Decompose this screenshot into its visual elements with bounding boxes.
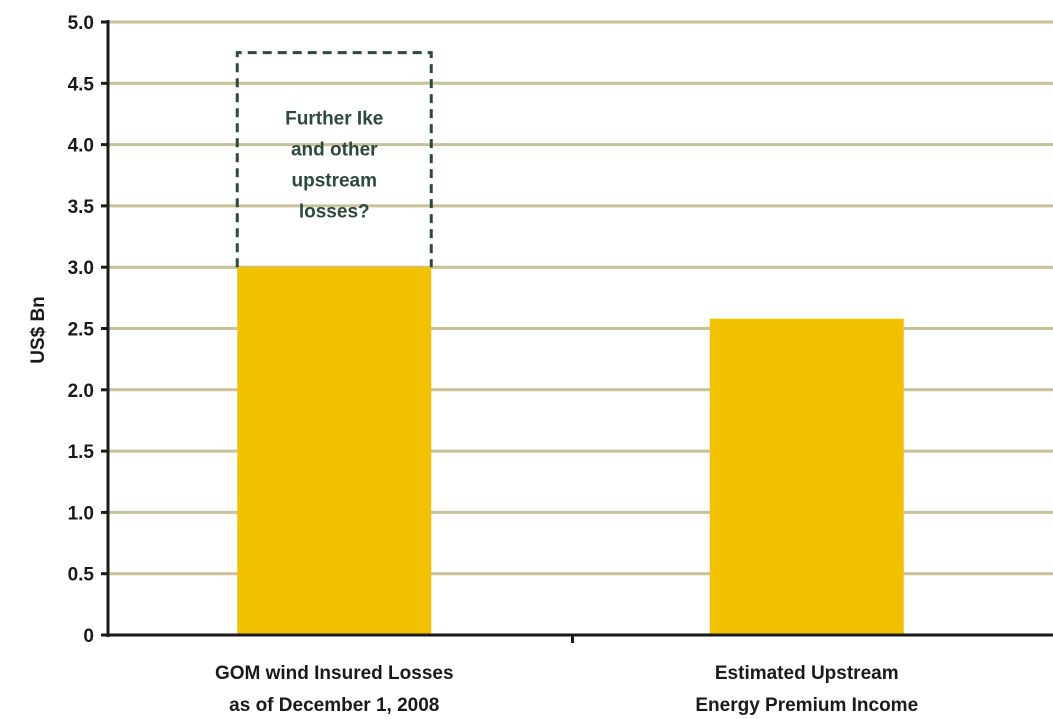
y-tick-label: 1.5: [68, 442, 95, 463]
y-tick-label: 2.0: [68, 381, 94, 402]
bar: [709, 318, 904, 635]
axes: [101, 20, 1053, 643]
y-tick-labels: 0 0.5 1.0 1.5 2.0 2.5 3.0 3.5 4.0 4.5 5.0: [68, 13, 95, 647]
annotation-text: and other: [291, 140, 378, 161]
x-category-label: Energy Premium Income: [695, 695, 918, 716]
x-category-label: GOM wind Insured Losses: [215, 663, 454, 684]
bar: [237, 267, 432, 635]
x-category-label: Estimated Upstream: [715, 663, 899, 684]
annotation-text: losses?: [299, 202, 370, 223]
annotation-box: [235, 51, 433, 268]
y-tick-label: 4.5: [68, 74, 95, 95]
y-tick-label: 5.0: [68, 13, 94, 34]
y-axis-label: US$ Bn: [28, 296, 49, 364]
y-tick-label: 3.0: [68, 258, 94, 279]
x-category-label: as of December 1, 2008: [229, 695, 439, 716]
y-tick-label: 0.5: [68, 565, 95, 586]
annotation-text: Further Ike: [285, 109, 383, 130]
bars: [237, 267, 904, 635]
annotation-text: upstream: [291, 171, 377, 192]
y-tick-label: 3.5: [68, 197, 95, 218]
x-category-labels: GOM wind Insured Losses as of December 1,…: [215, 663, 918, 716]
annotation: Further Ike and other upstream losses?: [235, 51, 433, 268]
y-tick-label: 4.0: [68, 136, 94, 157]
y-tick-label: 1.0: [68, 503, 94, 524]
y-tick-label: 2.5: [68, 320, 95, 341]
y-tick-label: 0: [83, 626, 94, 647]
